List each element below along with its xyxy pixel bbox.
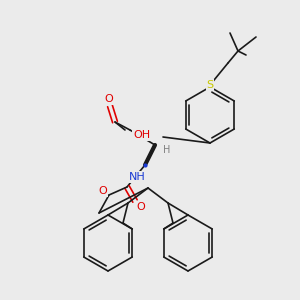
Text: NH: NH <box>129 172 146 182</box>
Text: O: O <box>136 202 146 212</box>
Text: O: O <box>105 94 113 104</box>
Text: S: S <box>206 80 214 90</box>
Text: O: O <box>99 186 107 196</box>
Text: H: H <box>163 145 171 155</box>
Text: OH: OH <box>133 130 150 140</box>
